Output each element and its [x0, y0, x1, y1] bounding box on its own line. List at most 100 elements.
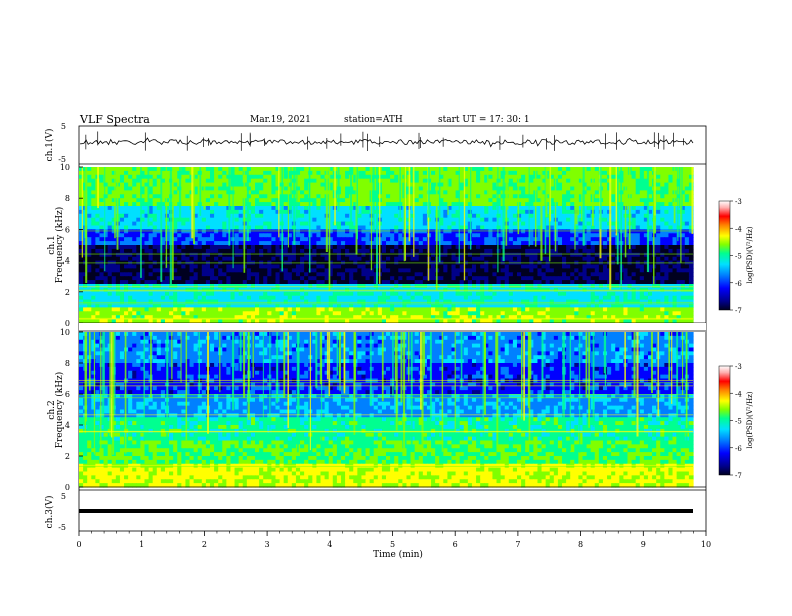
- spectrogram-cell: [472, 233, 477, 238]
- spectrogram-cell: [451, 272, 456, 277]
- spectrogram-cell: [582, 272, 587, 277]
- spectrogram-cell: [456, 276, 461, 281]
- spectrogram-cell: [562, 202, 567, 207]
- spectrogram-cell: [345, 245, 350, 250]
- spectrogram-cell: [664, 253, 669, 257]
- spectrogram-cell: [509, 226, 514, 231]
- spectrogram-cell: [632, 206, 637, 211]
- spectrogram-cell: [390, 272, 395, 277]
- spectrogram-cell: [120, 253, 125, 257]
- spectrogram-cell: [235, 198, 240, 203]
- spectrogram-cell: [570, 167, 575, 172]
- spectrogram-cell: [91, 222, 96, 227]
- spectrogram-cell: [587, 190, 592, 195]
- spectrogram-cell: [312, 187, 317, 192]
- spectrogram-cell: [542, 280, 547, 285]
- spectrogram-cell: [153, 229, 158, 234]
- spectrogram-cell: [321, 179, 326, 184]
- spectrogram-cell: [509, 179, 514, 184]
- spectrogram-cell: [566, 194, 571, 199]
- spectrogram-cell: [423, 198, 428, 203]
- spectrogram-cell: [497, 190, 502, 195]
- spectrogram-cell: [443, 167, 448, 172]
- spectrogram-cell: [321, 276, 326, 281]
- spectrogram-cell: [673, 237, 678, 242]
- spectrogram-cell: [513, 249, 518, 254]
- spectrogram-cell: [325, 253, 330, 257]
- spectrogram-cell: [361, 226, 366, 231]
- spectrogram-cell: [165, 237, 170, 242]
- spectrogram-cell: [259, 265, 264, 270]
- spectrogram-cell: [660, 257, 665, 262]
- spectrogram-cell: [468, 272, 473, 277]
- spectrogram-cell: [492, 226, 497, 231]
- spectrogram-cell: [341, 187, 346, 192]
- spectrogram-cell: [497, 175, 502, 180]
- spectrogram-cell: [660, 241, 665, 246]
- spectrogram-cell: [488, 222, 493, 227]
- spectrogram-cell: [185, 210, 190, 215]
- spectrogram-cell: [185, 257, 190, 262]
- spectrogram-cell: [398, 222, 403, 227]
- spectrogram-cell: [235, 222, 240, 227]
- spectrogram-cell: [161, 284, 166, 289]
- spectrogram-cell: [300, 257, 305, 262]
- spectrogram-cell: [484, 268, 489, 273]
- spectrogram-cell: [611, 194, 616, 199]
- spectrogram-cell: [636, 241, 641, 246]
- spectrogram-cell: [394, 187, 399, 192]
- spectrogram-cell: [566, 226, 571, 231]
- spectrogram-cell: [382, 237, 387, 242]
- spectrogram-cell: [431, 171, 436, 176]
- spectrogram-cell: [284, 187, 289, 192]
- spectrogram-cell: [451, 167, 456, 172]
- spectrogram-cell: [263, 280, 268, 285]
- spectrogram-cell: [271, 222, 276, 227]
- spectrogram-cell: [562, 272, 567, 277]
- spectrogram-cell: [181, 280, 186, 285]
- spectrogram-cell: [95, 249, 100, 254]
- spectrogram-cell: [411, 241, 416, 246]
- spectrogram-cell: [173, 257, 178, 262]
- spectrogram-cell: [275, 218, 280, 223]
- spectrogram-cell: [132, 171, 137, 176]
- spectrogram-cell: [341, 222, 346, 227]
- spectrogram-cell: [214, 210, 219, 215]
- spectrogram-cell: [636, 245, 641, 250]
- spectrogram-cell: [120, 218, 125, 223]
- spectrogram-cell: [648, 280, 653, 285]
- spectrogram-cell: [128, 187, 133, 192]
- spectrogram-cell: [173, 226, 178, 231]
- spectrogram-cell: [636, 292, 641, 297]
- spectrogram-cell: [595, 187, 600, 192]
- spectrogram-cell: [570, 245, 575, 250]
- spectrogram-cell: [513, 272, 518, 277]
- spectrogram-cell: [497, 272, 502, 277]
- spectrogram-cell: [660, 167, 665, 172]
- spectrogram-cell: [578, 171, 583, 176]
- spectrogram-cell: [664, 206, 669, 211]
- spectrogram-cell: [128, 253, 133, 257]
- spectrogram-cell: [271, 245, 276, 250]
- spectrogram-cell: [640, 214, 645, 219]
- spectrogram-cell: [312, 179, 317, 184]
- spectrogram-cell: [488, 194, 493, 199]
- spectrogram-cell: [689, 257, 694, 262]
- spectrogram-cell: [480, 171, 485, 176]
- spectrogram-cell: [173, 198, 178, 203]
- spectrogram-cell: [312, 171, 317, 176]
- spectrogram-cell: [366, 218, 371, 223]
- spectrogram-cell: [222, 210, 227, 215]
- spectrogram-cell: [284, 206, 289, 211]
- spectrogram-cell: [595, 268, 600, 273]
- spectrogram-cell: [271, 284, 276, 289]
- spectrogram-cell: [501, 292, 506, 297]
- spectrogram-cell: [255, 167, 260, 172]
- spectrogram-cell: [423, 179, 428, 184]
- spectrogram-cell: [517, 268, 522, 273]
- spectrogram-cell: [415, 284, 420, 289]
- spectrogram-cell: [214, 268, 219, 273]
- spectrogram-cell: [173, 171, 178, 176]
- spectrogram-cell: [255, 210, 260, 215]
- spectrogram-cell: [124, 257, 129, 262]
